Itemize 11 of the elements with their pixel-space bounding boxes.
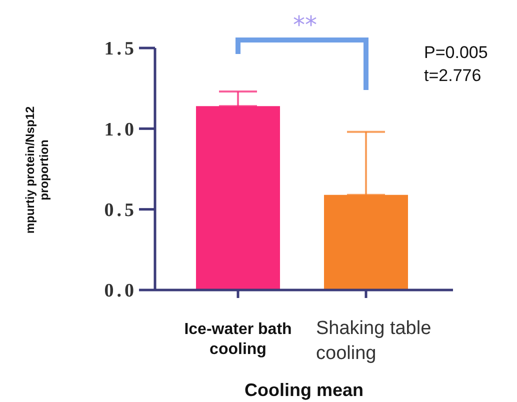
y-tick-label: 1.0 — [104, 119, 137, 140]
annotation: t=2.776 — [424, 66, 482, 85]
text: ** — [293, 11, 317, 39]
x-axis-title: Cooling mean — [244, 380, 364, 400]
x-tick-label: Shaking table cooling — [316, 318, 432, 364]
annotation: P=0.005 — [424, 43, 488, 62]
y-tick-label: 0.5 — [104, 200, 137, 222]
y-tick-label: 0.0 — [104, 280, 137, 302]
y-tick-label: 1.5 — [104, 38, 137, 60]
x-tick-label: Ice-water bath cooling — [184, 321, 292, 358]
y-axis-title: mpurtiy protein/Nsp12 proportion — [23, 106, 51, 234]
